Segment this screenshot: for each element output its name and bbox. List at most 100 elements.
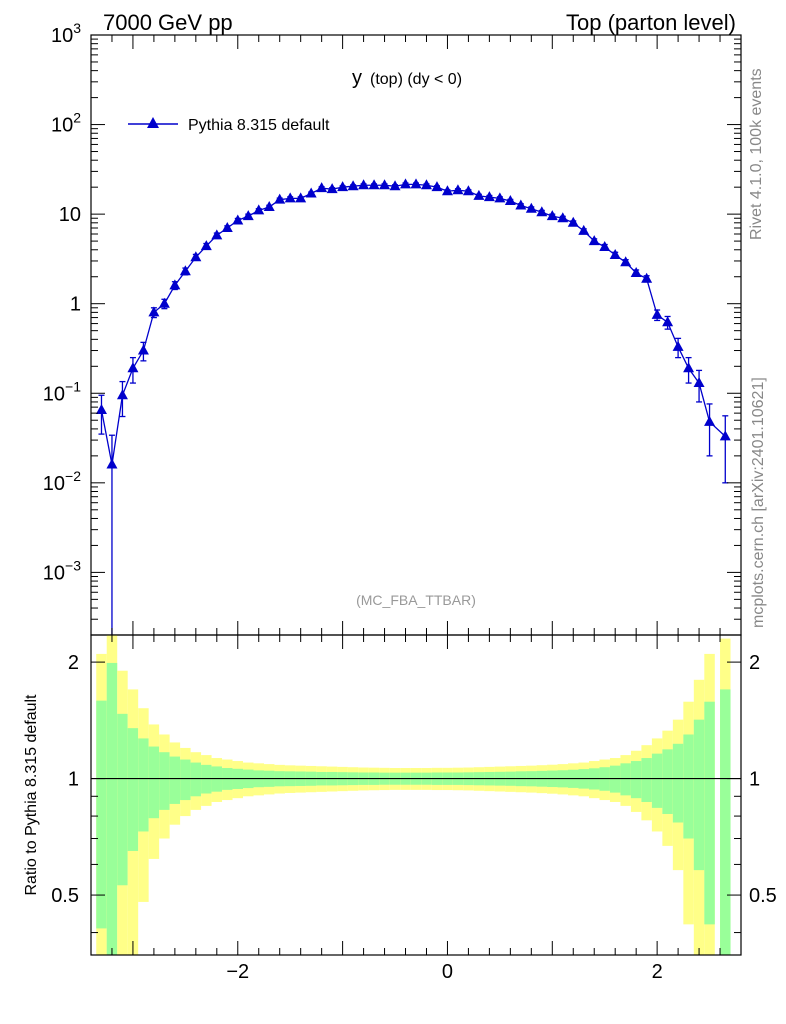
ratio-band-stat [662, 749, 673, 814]
ratio-band-stat [672, 743, 684, 823]
header-right: Top (parton level) [566, 10, 736, 35]
ratio-band-stat [117, 713, 128, 886]
ratio-ytick-label-right: 2 [749, 652, 760, 674]
ratio-band-stat [704, 701, 715, 925]
data-point [263, 201, 275, 212]
ratio-band-stat [693, 719, 705, 871]
ratio-xtick-label: 2 [652, 961, 663, 983]
ratio-ytick-label-right: 0.5 [749, 885, 777, 907]
data-point [630, 267, 642, 278]
data-point [719, 430, 731, 441]
main-ytick-label: 102 [51, 110, 81, 137]
data-point [452, 184, 464, 195]
data-point [389, 180, 401, 191]
ratio-band-stat [190, 762, 202, 797]
main-ytick-label: 10−1 [43, 378, 81, 405]
data-point [274, 193, 286, 204]
ratio-band-stat [651, 753, 663, 808]
main-ytick-label: 10−2 [43, 468, 81, 495]
ratio-band-stat [148, 746, 160, 819]
data-point [253, 204, 265, 215]
data-point [148, 306, 160, 317]
data-point [441, 185, 453, 196]
data-point [211, 229, 223, 240]
ratio-band-stat [720, 689, 731, 955]
ratio-ytick-label-left: 0.5 [51, 885, 79, 907]
ratio-frame [90, 634, 742, 956]
ratio-ylabel: Ratio to Pythia 8.315 default [23, 694, 40, 896]
data-point [599, 240, 611, 251]
data-point [284, 192, 296, 203]
data-point [525, 202, 537, 213]
data-point [137, 344, 149, 355]
tick-exponent: 3 [73, 20, 81, 36]
data-point [557, 212, 569, 223]
tick-base: 10 [43, 473, 65, 495]
ratio-band-stat [106, 662, 118, 955]
ratio-band-stat [620, 763, 631, 796]
plot-title-sub: (top) (dy < 0) [370, 71, 462, 88]
data-point [588, 235, 600, 246]
ratio-ytick-label-left: 1 [68, 769, 79, 791]
data-point [494, 192, 506, 203]
data-point [200, 240, 212, 251]
rivet-label: Rivet 4.1.0, 100k events [748, 68, 765, 240]
data-point [358, 179, 370, 190]
data-point [169, 279, 181, 290]
data-point [693, 377, 705, 388]
data-point [483, 191, 495, 202]
header-left: 7000 GeV pp [103, 10, 233, 35]
ratio-band-stat [96, 700, 107, 929]
data-point [379, 179, 391, 190]
main-ytick-label: 103 [51, 20, 81, 47]
plot-title-main: y [352, 67, 362, 89]
main-ytick-label: 1 [70, 294, 81, 316]
data-point [578, 224, 590, 235]
ratio-plot: −2 0 2 2 2 1 1 0.5 0.5 [51, 35, 777, 983]
data-point [347, 180, 359, 191]
tick-base: 10 [51, 25, 73, 47]
data-point [368, 179, 380, 190]
data-point [473, 189, 485, 200]
legend-marker [147, 117, 159, 128]
data-point [683, 362, 695, 373]
data-point [462, 185, 474, 196]
data-point [95, 404, 107, 415]
data-point [567, 216, 579, 227]
legend-label: Pythia 8.315 default [188, 117, 330, 134]
legend: Pythia 8.315 default [128, 117, 330, 134]
data-point [431, 181, 443, 192]
data-point [337, 181, 349, 192]
data-point [158, 297, 170, 308]
series-line [100, 183, 726, 465]
data-point [704, 415, 716, 426]
data-point [106, 458, 118, 469]
analysis-watermark: (MC_FBA_TTBAR) [356, 592, 476, 608]
data-point [400, 178, 412, 189]
data-point [420, 179, 432, 190]
data-point [672, 340, 684, 351]
data-point [326, 183, 338, 194]
data-point [651, 308, 663, 319]
data-point [641, 272, 653, 283]
ratio-xtick-label: 0 [442, 961, 453, 983]
ratio-band-stat [683, 734, 694, 839]
data-point [620, 256, 632, 267]
tick-exponent: −3 [65, 557, 81, 573]
ratio-band-stat [201, 764, 212, 794]
data-point [127, 362, 139, 373]
data-point [179, 265, 191, 276]
data-point [609, 248, 621, 259]
data-point [316, 182, 328, 193]
tick-exponent: 2 [73, 110, 81, 126]
data-point [221, 222, 233, 233]
data-point [536, 206, 548, 217]
ratio-band-stat [641, 758, 652, 802]
data-point [515, 199, 527, 210]
ratio-xtick-label: −2 [226, 961, 249, 983]
ratio-band-stat [169, 756, 181, 804]
data-point [305, 187, 317, 198]
ratio-band-stat [630, 761, 642, 799]
